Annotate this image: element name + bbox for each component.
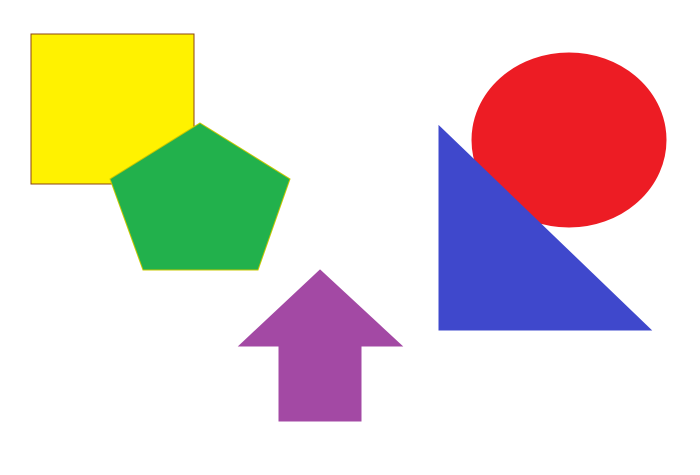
blue-right-triangle bbox=[438, 124, 653, 331]
green-pentagon bbox=[109, 122, 291, 271]
purple-up-arrow bbox=[237, 269, 404, 422]
red-ellipse bbox=[471, 52, 667, 228]
